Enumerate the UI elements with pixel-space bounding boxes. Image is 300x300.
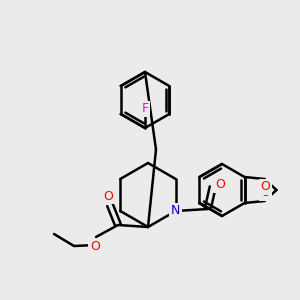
Text: O: O (103, 190, 113, 202)
Text: F: F (141, 103, 148, 116)
Text: O: O (90, 239, 100, 253)
Text: N: N (171, 205, 180, 218)
Text: O: O (215, 178, 225, 191)
Text: O: O (261, 187, 271, 200)
Text: O: O (261, 181, 271, 194)
